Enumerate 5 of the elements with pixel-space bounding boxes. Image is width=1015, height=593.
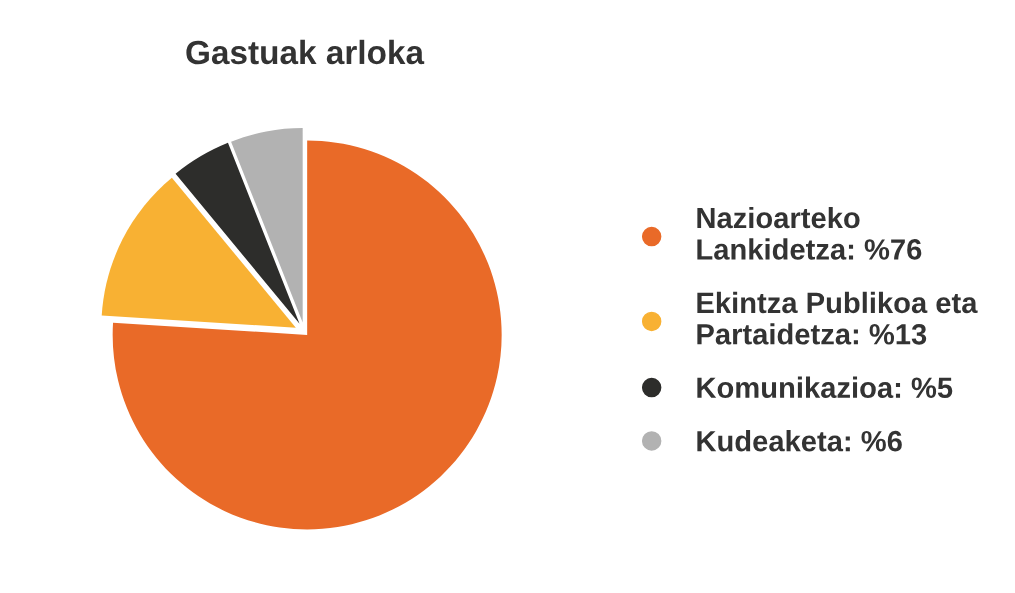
legend-label: Kudeaketa: %6 [697, 430, 902, 452]
chart-title: Gastuak arloka [186, 39, 425, 65]
legend-label: Ekintza Publikoa eta Partaidetza: %13 [697, 291, 978, 345]
legend-label: Komunikazioa: %5 [697, 376, 953, 399]
legend-label: Nazioarteko Lankidetza: %76 [697, 206, 922, 260]
